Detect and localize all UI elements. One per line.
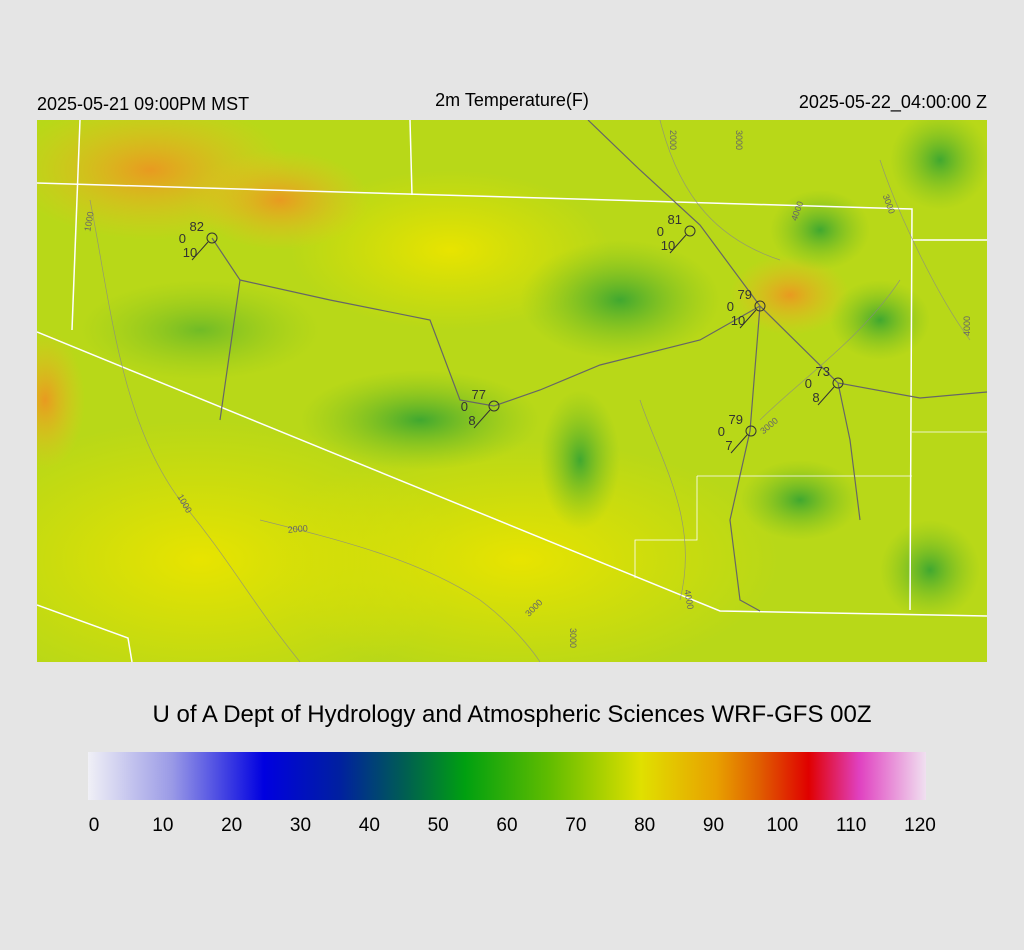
colorbar-tick-label: 90 [703,815,724,836]
contour-label: 3000 [568,628,578,648]
station-dewpoint: 0 [718,424,725,439]
station-marker [832,377,844,389]
map-title: 2m Temperature(F) [435,90,589,110]
contour-label: 2000 [287,523,308,535]
station-wind: 7 [725,438,732,453]
station-temperature: 82 [190,219,204,234]
wind-barb [191,241,209,261]
station-marker [684,225,696,237]
station-temperature: 73 [816,364,830,379]
temperature-map [37,120,987,662]
colorbar-tick-label: 110 [836,815,866,836]
station-dewpoint: 0 [805,376,812,391]
station-marker [488,400,500,412]
colorbar-tick-label: 20 [221,815,242,836]
station-marker [754,300,766,312]
contour-label: 1000 [82,211,95,232]
contour-label: 4000 [682,589,695,610]
colorbar [88,752,926,800]
contour-label: 2000 [668,130,678,150]
station-wind: 10 [731,313,745,328]
credit: U of A Dept of Hydrology and Atmospheric… [153,701,872,728]
station-wind: 10 [183,245,197,260]
colorbar-tick-label: 0 [89,815,100,836]
wind-barb [730,434,748,454]
contour-label: 4000 [962,316,972,336]
station-dewpoint: 0 [461,399,468,414]
contour-label: 3000 [734,130,744,150]
wind-barb [817,386,835,406]
station-temperature: 79 [738,287,752,302]
wind-barb [739,309,757,329]
station-dewpoint: 0 [657,224,664,239]
colorbar-tick-label: 100 [766,815,798,836]
station-temperature: 81 [668,212,682,227]
station-dewpoint: 0 [727,299,734,314]
station-wind: 8 [812,390,819,405]
station-marker [206,232,218,244]
wind-barb [473,409,491,429]
colorbar-tick-label: 30 [290,815,311,836]
station-wind: 8 [468,413,475,428]
wind-barb [669,234,687,254]
station-marker [745,425,757,437]
local-time: 2025-05-21 09:00PM MST [37,94,249,114]
colorbar-tick-label: 40 [359,815,380,836]
colorbar-tick-label: 60 [496,815,517,836]
station-wind: 10 [661,238,675,253]
colorbar-tick-label: 80 [634,815,655,836]
station-temperature: 79 [729,412,743,427]
colorbar-tick-label: 70 [565,815,586,836]
station-temperature: 77 [472,387,486,402]
colorbar-tick-label: 10 [152,815,173,836]
colorbar-tick-label: 50 [428,815,449,836]
valid-time: 2025-05-22_04:00:00 Z [799,92,987,113]
station-dewpoint: 0 [179,231,186,246]
colorbar-tick-label: 120 [904,815,936,836]
